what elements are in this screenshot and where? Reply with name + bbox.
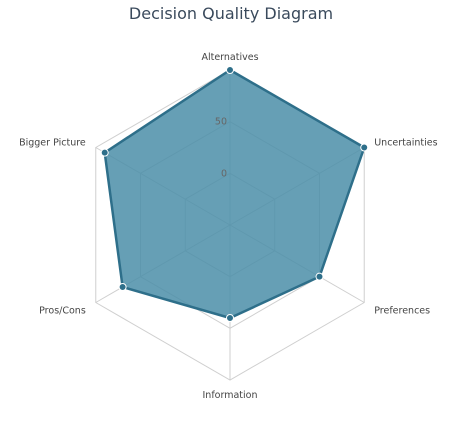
axis-label-1: Uncertainties — [374, 138, 437, 149]
data-point-1 — [360, 143, 369, 152]
radar-tick-labels: 0 50 — [215, 117, 227, 180]
radar-axis-labels: Alternatives Uncertainties Preferences Info… — [19, 52, 438, 401]
tick-label-0: 0 — [221, 168, 227, 179]
data-point-2 — [315, 272, 324, 281]
axis-label-0: Alternatives — [201, 52, 258, 63]
data-point-4 — [118, 283, 127, 291]
axis-label-5: Bigger Picture — [19, 138, 86, 149]
data-point-0 — [226, 66, 234, 74]
chart-title: Decision Quality Diagram — [129, 4, 333, 23]
axis-label-3: Information — [203, 390, 258, 401]
series-area-0 — [103, 68, 366, 320]
data-point-5 — [100, 148, 109, 157]
data-point-3 — [226, 314, 234, 322]
tick-label-1: 50 — [215, 117, 227, 128]
radar-series — [100, 66, 369, 322]
axis-label-4: Pros/Cons — [39, 306, 86, 317]
axis-label-2: Preferences — [374, 306, 430, 317]
